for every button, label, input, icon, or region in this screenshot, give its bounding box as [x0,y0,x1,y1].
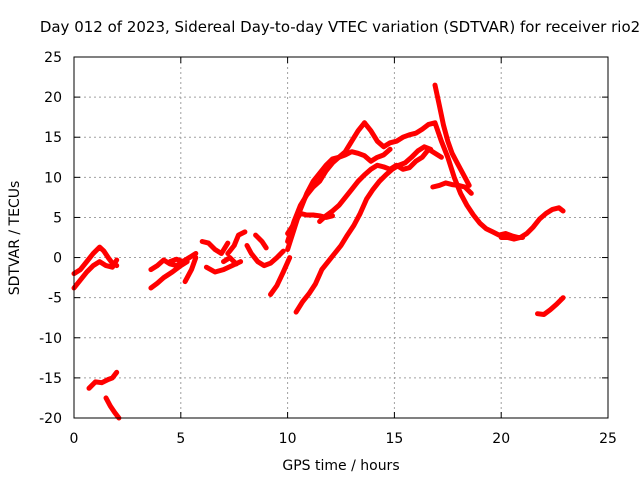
x-tick-label: 25 [599,431,617,447]
grid-lines [74,57,608,418]
series-arc-k [225,229,248,256]
series-arc-h [182,255,199,285]
series-arc-l [221,255,239,267]
y-tick-label: -15 [39,371,62,387]
series-arc-b [71,257,120,291]
y-tick-label: 5 [53,210,62,226]
series-arc-o [268,255,293,297]
x-tick-label: 20 [492,431,510,447]
y-tick-label: 25 [44,50,62,66]
series-arc-c [86,369,120,391]
series-arc-n [253,232,269,251]
x-tick-label: 15 [385,431,403,447]
data-series [71,82,566,421]
series-arc-d [103,395,122,421]
series-arc-g [167,251,199,265]
chart-title: Day 012 of 2023, Sidereal Day-to-day VTE… [40,18,640,36]
y-tick-label: -5 [48,291,62,307]
series-arc-v [432,82,472,188]
y-axis-label: SDTVAR / TECUs [7,181,23,296]
series-arc-s [293,144,434,315]
series-arc-f [148,259,190,291]
y-tick-label: 15 [44,130,62,146]
series-arc-i [199,239,231,256]
y-tick-label: 0 [53,251,62,267]
series-arc-a [71,244,120,277]
series-arc-q [285,146,393,252]
series-arc-m [244,243,286,269]
plot-frame [73,56,609,419]
x-tick-label: 5 [176,431,185,447]
y-tick-label: 10 [44,170,62,186]
tick-labels: 0 5 10 15 20 25 -20 -15 -10 -5 0 5 10 15 20 25 [39,50,617,447]
x-axis-label: GPS time / hours [282,458,399,474]
y-tick-label: 20 [44,90,62,106]
x-tick-label: 10 [279,431,297,447]
series-arc-y [535,295,566,317]
y-tick-label: -20 [39,411,62,427]
series-arc-t [317,146,444,224]
axis-ticks [73,56,609,419]
series-arc-u [362,120,526,240]
series-arc-w [430,180,474,196]
series-arc-x [498,205,566,242]
x-tick-label: 0 [70,431,79,447]
y-tick-label: -10 [39,331,62,347]
